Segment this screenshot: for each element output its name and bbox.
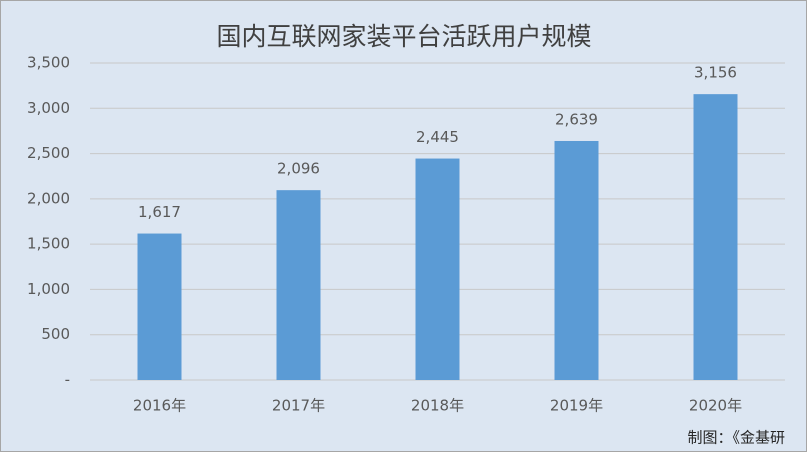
bar [276,190,321,380]
y-tick-label: 500 [41,325,70,343]
chart-title: 国内互联网家装平台活跃用户规模 [216,22,591,51]
x-tick-label: 2016年 [133,397,186,415]
bar [137,233,182,380]
bar [415,158,460,380]
y-tick-label: 3,500 [27,54,70,72]
source-note: 制图：《金基研 [687,429,785,447]
value-label: 2,639 [555,110,598,128]
y-tick-label: 1,500 [27,235,70,253]
y-tick-label: - [65,371,70,389]
value-label: 3,156 [694,64,737,82]
y-tick-label: 2,500 [27,144,70,162]
bar [693,94,738,381]
x-tick-label: 2020年 [689,397,742,415]
y-tick-label: 2,000 [27,189,70,207]
value-label: 1,617 [138,203,181,221]
value-label: 2,445 [416,128,459,146]
x-tick-label: 2019年 [550,397,603,415]
value-label: 2,096 [277,160,320,178]
y-tick-label: 3,000 [27,99,70,117]
y-tick-label: 1,000 [27,280,70,298]
bar [554,140,599,380]
x-tick-label: 2018年 [411,397,464,415]
x-tick-label: 2017年 [272,397,325,415]
